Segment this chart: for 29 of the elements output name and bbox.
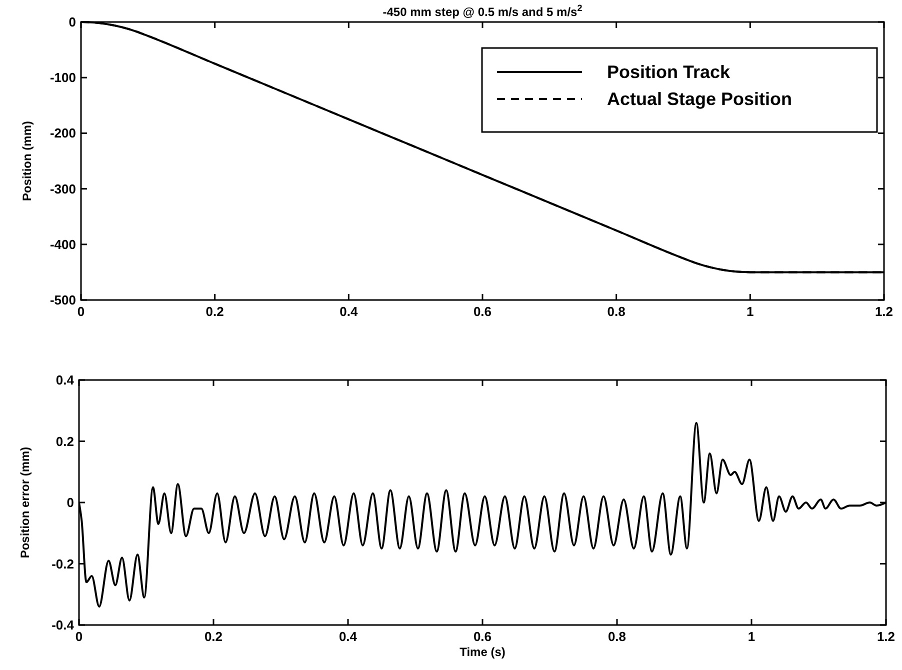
x-tick-label: 0.4 — [338, 629, 358, 644]
y-tick-label: -500 — [50, 292, 76, 308]
x-tick-label: 0.4 — [340, 304, 358, 319]
legend-label: Position Track — [607, 62, 732, 82]
y-axis-title: Position (mm) — [20, 121, 34, 201]
y-tick-label: -300 — [50, 181, 76, 196]
x-tick-label: 1.2 — [874, 304, 894, 319]
y-tick-label: -0.2 — [52, 556, 74, 572]
x-tick-label: 0.2 — [204, 629, 223, 644]
y-tick-label: -100 — [50, 70, 76, 86]
legend-label: Actual Stage Position — [607, 89, 792, 109]
x-tick-label: 0.6 — [473, 629, 492, 644]
y-tick-label: 0.4 — [56, 372, 75, 388]
y-tick-label: 0 — [66, 495, 74, 510]
y-tick-label: 0.2 — [56, 434, 74, 449]
x-tick-label: 0.8 — [608, 629, 626, 644]
x-tick-label: 1 — [748, 629, 756, 644]
x-tick-label: 0.8 — [607, 304, 626, 319]
y-tick-label: -400 — [50, 236, 76, 252]
x-tick-label: 0.6 — [473, 304, 492, 319]
x-axis-title: Time (s) — [460, 645, 506, 659]
y-axis-title: Position error (mm) — [18, 446, 32, 558]
x-tick-label: 0.2 — [206, 304, 224, 319]
chart-title: -450 mm step @ 0.5 m/s and 5 m/s$^{2}$ — [382, 3, 582, 19]
y-tick-label: -0.4 — [52, 618, 75, 632]
y-tick-label: 0 — [68, 14, 76, 30]
x-tick-label: 1 — [746, 304, 754, 319]
y-tick-label: -200 — [50, 126, 76, 141]
x-tick-label: 1.2 — [876, 629, 896, 644]
